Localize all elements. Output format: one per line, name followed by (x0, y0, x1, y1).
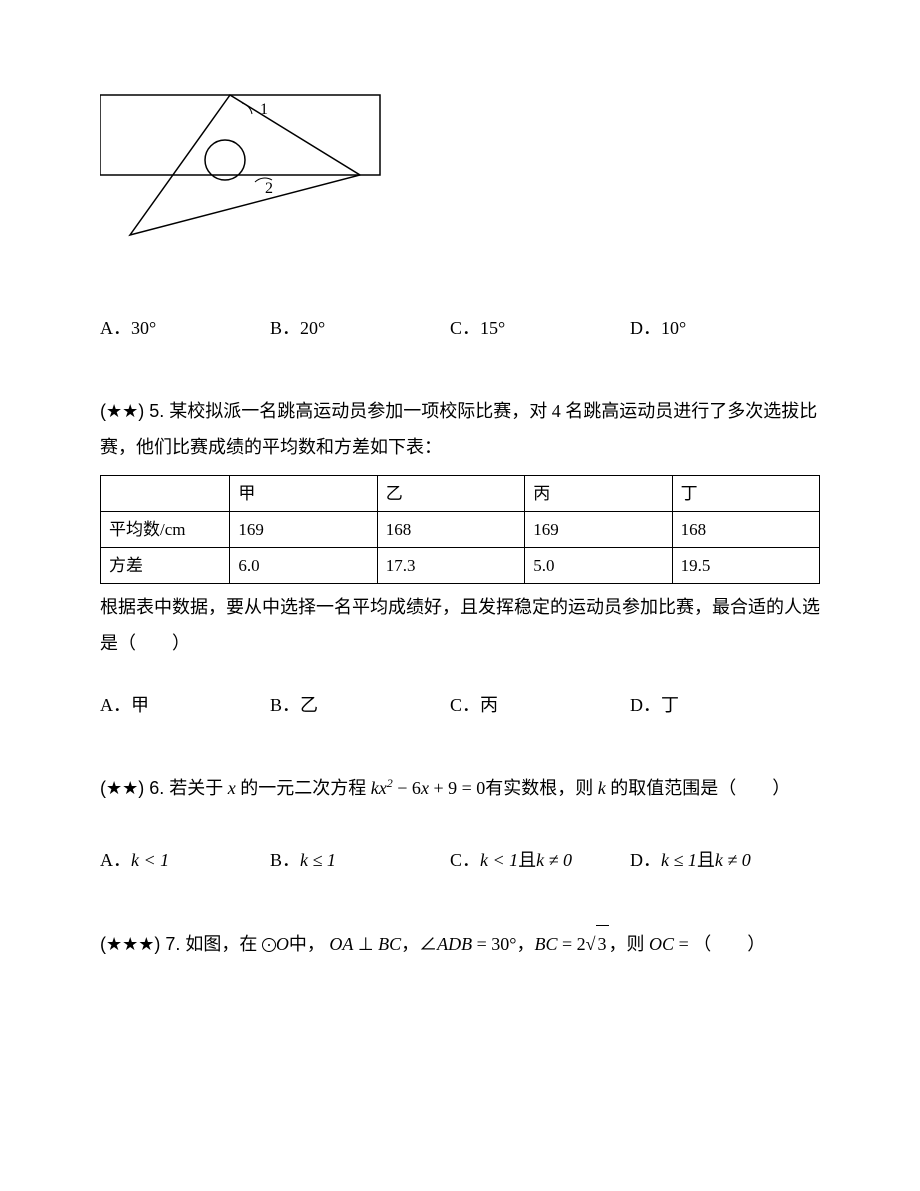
option-d[interactable]: D．k ≤ 1且k ≠ 0 (630, 846, 751, 875)
cell-mean-label: 平均数/cm (101, 511, 230, 547)
q7-t4: = （ ） (674, 934, 765, 954)
q7-angle: ∠ (419, 934, 437, 954)
option-c[interactable]: C．丙 (450, 691, 630, 720)
question-5: (★★) 5. 某校拟派一名跳高运动员参加一项校际比赛，对 4 名跳高运动员进行… (100, 393, 820, 720)
q7-c1: ， (401, 934, 419, 954)
option-d[interactable]: D．丁 (630, 691, 679, 720)
q5-body: 某校拟派一名跳高运动员参加一项校际比赛，对 4 名跳高运动员进行了多次选拔比赛，… (100, 401, 817, 457)
cell-var-label: 方差 (101, 547, 230, 583)
cell-mean-ding: 168 (672, 511, 819, 547)
q6-prefix: (★★) 6. (100, 778, 169, 798)
q7-bc2: BC (534, 934, 557, 954)
q6-eq-x: x (421, 778, 429, 798)
th-blank (101, 475, 230, 511)
q6-t2: 的一元二次方程 (236, 778, 371, 798)
option-c[interactable]: C．k < 1且k ≠ 0 (450, 846, 630, 875)
q6-eq-end: + 9 = 0 (429, 778, 485, 798)
cell-var-bing: 5.0 (525, 547, 672, 583)
q5-text2: 根据表中数据，要从中选择一名平均成绩好，且发挥稳定的运动员参加比赛，最合适的人选… (100, 589, 820, 661)
q7-text: (★★★) 7. 如图，在 O中， OA ⊥ BC，∠ADB = 30°，BC … (100, 925, 820, 962)
q6-eq-mid: − 6 (393, 778, 421, 798)
q5-table: 甲 乙 丙 丁 平均数/cm 169 168 169 168 方差 6.0 17… (100, 475, 820, 585)
q6-t3: 有实数根，则 (485, 778, 598, 798)
q7-t1: 如图，在 (185, 934, 262, 954)
option-b[interactable]: B．20° (270, 314, 450, 343)
q7-prefix: (★★★) 7. (100, 934, 185, 954)
q7-eq: = 2 (558, 934, 586, 954)
angle-2-label: 2 (265, 180, 273, 197)
cell-mean-yi: 168 (377, 511, 524, 547)
question-7: (★★★) 7. 如图，在 O中， OA ⊥ BC，∠ADB = 30°，BC … (100, 925, 820, 962)
q7-t3: ，则 (609, 934, 650, 954)
q7-t2: 中， (289, 934, 330, 954)
q6-t4: 的取值范围是（ ） (606, 778, 791, 798)
q4-options: A．30° B．20° C．15° D．10° (100, 314, 820, 343)
q6-x: x (228, 778, 236, 798)
q7-bc1: BC (378, 934, 401, 954)
th-ding: 丁 (672, 475, 819, 511)
table-row: 平均数/cm 169 168 169 168 (101, 511, 820, 547)
q6-eq-x2: x (379, 778, 387, 798)
cell-mean-jia: 169 (230, 511, 377, 547)
q5-prefix: (★★) 5. (100, 401, 169, 421)
circle-o-icon (262, 938, 276, 952)
sqrt-icon: √3 (586, 925, 609, 962)
th-bing: 丙 (525, 475, 672, 511)
q6-t1: 若关于 (169, 778, 228, 798)
q7-c2: ， (516, 934, 534, 954)
question-6: (★★) 6. 若关于 x 的一元二次方程 kx2 − 6x + 9 = 0有实… (100, 770, 820, 875)
table-row: 方差 6.0 17.3 5.0 19.5 (101, 547, 820, 583)
th-yi: 乙 (377, 475, 524, 511)
q7-perp: ⊥ (353, 934, 378, 954)
q7-o: O (276, 934, 289, 954)
cell-var-jia: 6.0 (230, 547, 377, 583)
option-a[interactable]: A．30° (100, 314, 270, 343)
q7-oc: OC (649, 934, 674, 954)
option-a[interactable]: A．甲 (100, 691, 270, 720)
th-jia: 甲 (230, 475, 377, 511)
q6-eq-k: k (371, 778, 379, 798)
q7-oa: OA (329, 934, 353, 954)
option-b[interactable]: B．乙 (270, 691, 450, 720)
option-c[interactable]: C．15° (450, 314, 630, 343)
table-header-row: 甲 乙 丙 丁 (101, 475, 820, 511)
cell-mean-bing: 169 (525, 511, 672, 547)
option-a[interactable]: A．k < 1 (100, 846, 270, 875)
q6-k: k (598, 778, 606, 798)
q4-diagram: 1 2 (100, 90, 820, 254)
cell-var-ding: 19.5 (672, 547, 819, 583)
q5-text: (★★) 5. 某校拟派一名跳高运动员参加一项校际比赛，对 4 名跳高运动员进行… (100, 393, 820, 465)
cell-var-yi: 17.3 (377, 547, 524, 583)
q5-options: A．甲 B．乙 C．丙 D．丁 (100, 691, 820, 720)
q7-eq30: = 30° (472, 934, 516, 954)
q6-options: A．k < 1 B．k ≤ 1 C．k < 1且k ≠ 0 D．k ≤ 1且k … (100, 846, 820, 875)
option-d[interactable]: D．10° (630, 314, 686, 343)
q7-adb: ADB (437, 934, 472, 954)
angle-1-label: 1 (260, 101, 268, 118)
q6-text: (★★) 6. 若关于 x 的一元二次方程 kx2 − 6x + 9 = 0有实… (100, 770, 820, 806)
option-b[interactable]: B．k ≤ 1 (270, 846, 450, 875)
